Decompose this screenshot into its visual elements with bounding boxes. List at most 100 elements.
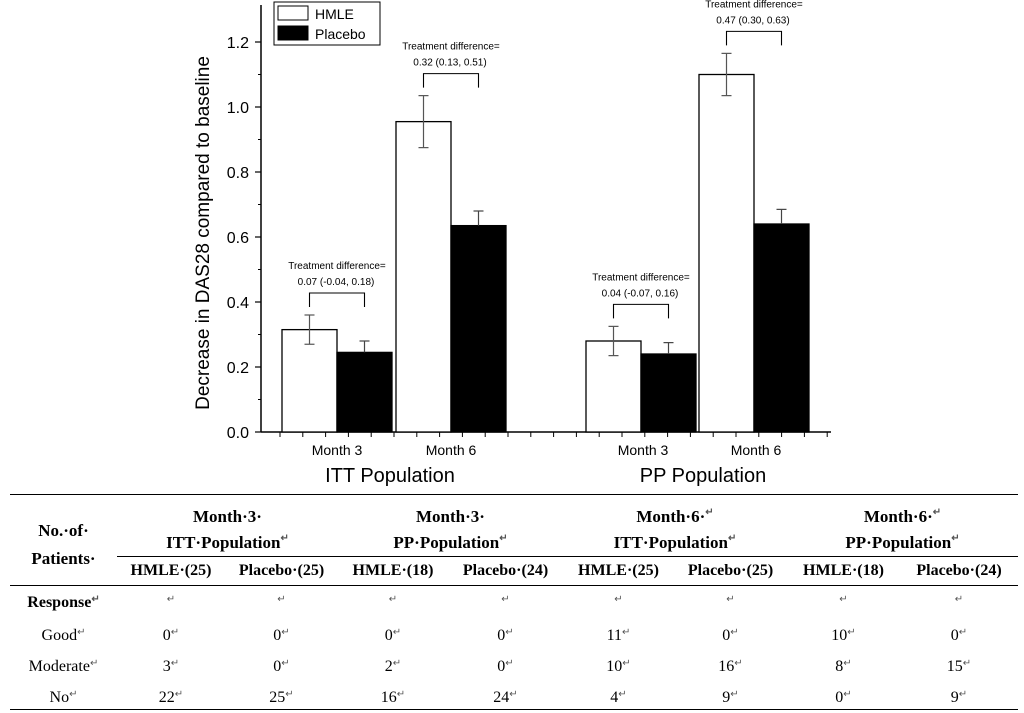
table-cell: 16↵ — [380, 688, 406, 706]
x-category-label: Month 3 — [618, 442, 669, 458]
difference-title: Treatment difference= — [592, 272, 690, 283]
y-tick-label: 1.2 — [227, 35, 249, 52]
column-header: HMLE·(25) — [563, 556, 674, 586]
y-tick-label: 0.6 — [227, 230, 249, 247]
bar-hmle — [698, 73, 755, 433]
column-header: Placebo·(24) — [448, 556, 563, 586]
table-cell: 10↵ — [606, 657, 631, 675]
bar-placebo — [336, 351, 393, 433]
bar-placebo — [753, 223, 810, 433]
x-group-label: ITT Population — [325, 465, 455, 487]
month-header-1: Month·3· — [193, 507, 262, 526]
table-cell: 2↵ — [384, 657, 402, 675]
table-cell: 0↵ — [722, 626, 739, 644]
population-header-3: ITT·Population↵ — [563, 530, 787, 557]
empty-cell: ↵ — [674, 585, 787, 620]
column-header: Placebo·(25) — [225, 556, 338, 586]
table-cell: 0↵ — [273, 626, 290, 644]
y-axis-label: Decrease in DAS28 compared to baseline — [193, 56, 214, 410]
empty-cell: ↵ — [448, 585, 563, 620]
month-header-4: Month·6·↵ — [863, 507, 942, 526]
row-label: Moderate↵ — [28, 657, 99, 675]
chart-bars — [281, 52, 810, 433]
column-header-row: HMLE·(25) Placebo·(25) HMLE·(18) Placebo·(2… — [10, 556, 1018, 586]
bar-hmle — [395, 120, 452, 433]
row-label: Good↵ — [41, 626, 86, 644]
y-tick-label: 0.0 — [227, 425, 249, 442]
chart-annotations: Treatment difference= 0.07 (-0.04, 0.18) T… — [288, 0, 803, 319]
corner-header: No.·of· Patients· — [31, 520, 96, 568]
table-cell: 22↵ — [158, 688, 184, 706]
legend-swatch-placebo — [277, 25, 309, 41]
difference-value: 0.07 (-0.04, 0.18) — [298, 277, 375, 288]
y-tick-label: 0.8 — [227, 165, 249, 182]
response-row: Response↵ ↵ ↵ ↵ ↵ ↵ ↵ ↵ ↵ — [10, 585, 1018, 620]
column-header: HMLE·(25) — [117, 556, 225, 586]
chart-axes: 0.0 0.2 0.4 0.6 0.8 1.0 1.2 Decrease in DAS28 c… — [193, 5, 831, 487]
population-header-1: ITT·Population↵ — [117, 530, 338, 557]
column-header: Placebo·(25) — [674, 556, 787, 586]
empty-cell: ↵ — [338, 585, 448, 620]
difference-bracket — [725, 30, 783, 46]
table-cell: 9↵ — [722, 688, 739, 706]
difference-bracket — [422, 73, 480, 88]
difference-value: 0.04 (-0.07, 0.16) — [602, 288, 679, 299]
table-cell: 0↵ — [162, 626, 180, 644]
empty-cell: ↵ — [787, 585, 900, 620]
table-cell: 0↵ — [950, 626, 968, 644]
x-group-label: PP Population — [640, 465, 766, 487]
table-cell: 9↵ — [950, 688, 968, 706]
bar-hmle — [281, 328, 338, 433]
table-cell: 16↵ — [718, 657, 743, 675]
column-header: HMLE·(18) — [787, 556, 900, 586]
difference-title: Treatment difference= — [705, 0, 803, 10]
bar-placebo — [640, 353, 697, 433]
table-cell: 3↵ — [162, 657, 180, 675]
table-row: No↵ 22↵ 25↵ 16↵ 24↵ 4↵ 9↵ 0↵ 9↵ — [10, 682, 1018, 713]
table-cell: 15↵ — [946, 657, 972, 675]
table-cell: 0↵ — [384, 626, 402, 644]
response-table: No.·of· Patients· Month·3· Month·3· Month… — [10, 494, 1018, 713]
y-tick-label: 0.2 — [227, 360, 249, 377]
difference-value: 0.32 (0.13, 0.51) — [413, 58, 486, 69]
chart-legend: HMLE Placebo — [273, 1, 381, 46]
difference-bracket — [612, 303, 670, 319]
x-category-label: Month 6 — [731, 442, 782, 458]
column-header: HMLE·(18) — [338, 556, 448, 586]
table-cell: 0↵ — [497, 657, 514, 675]
month-header-3: Month·6·↵ — [636, 507, 714, 526]
table-cell: 11↵ — [606, 626, 631, 644]
table-cell: 10↵ — [831, 626, 856, 644]
x-category-label: Month 6 — [426, 442, 477, 458]
difference-value: 0.47 (0.30, 0.63) — [716, 15, 789, 26]
table-body: Good↵ 0↵ 0↵ 0↵ 0↵ 11↵ 0↵ 10↵ 0↵ Moderate↵ 3↵ 0↵ 2↵ 0↵… — [10, 620, 1018, 713]
table-top-rule — [10, 494, 1018, 495]
table-cell: 4↵ — [610, 688, 627, 706]
table-cell: 0↵ — [835, 688, 852, 706]
legend-label-hmle: HMLE — [315, 6, 354, 22]
response-label: Response↵ — [10, 585, 117, 620]
difference-bracket — [308, 292, 366, 307]
bar-placebo — [450, 224, 507, 433]
table-bottom-rule — [10, 709, 1018, 710]
empty-cell: ↵ — [117, 585, 225, 620]
table-row: Moderate↵ 3↵ 0↵ 2↵ 0↵ 10↵ 16↵ 8↵ 15↵ — [10, 651, 1018, 682]
table-cell: 25↵ — [269, 688, 294, 706]
population-header-2: PP·Population↵ — [338, 530, 563, 557]
bar-chart: 0.0 0.2 0.4 0.6 0.8 1.0 1.2 Decrease in DAS28 c… — [193, 0, 831, 487]
table-row: Good↵ 0↵ 0↵ 0↵ 0↵ 11↵ 0↵ 10↵ 0↵ — [10, 620, 1018, 651]
population-header-4: PP·Population↵ — [787, 530, 1018, 557]
difference-title: Treatment difference= — [402, 42, 500, 53]
y-tick-label: 0.4 — [227, 295, 249, 312]
table-cell: 24↵ — [493, 688, 518, 706]
table-cell: 0↵ — [497, 626, 514, 644]
table-cell: 8↵ — [835, 657, 852, 675]
y-tick-label: 1.0 — [227, 100, 249, 117]
month-header-2: Month·3· — [416, 507, 485, 526]
difference-title: Treatment difference= — [288, 261, 386, 272]
empty-cell: ↵ — [225, 585, 338, 620]
row-label: No↵ — [49, 688, 78, 706]
empty-cell: ↵ — [563, 585, 674, 620]
empty-cell: ↵ — [900, 585, 1018, 620]
table-cell: 0↵ — [273, 657, 290, 675]
